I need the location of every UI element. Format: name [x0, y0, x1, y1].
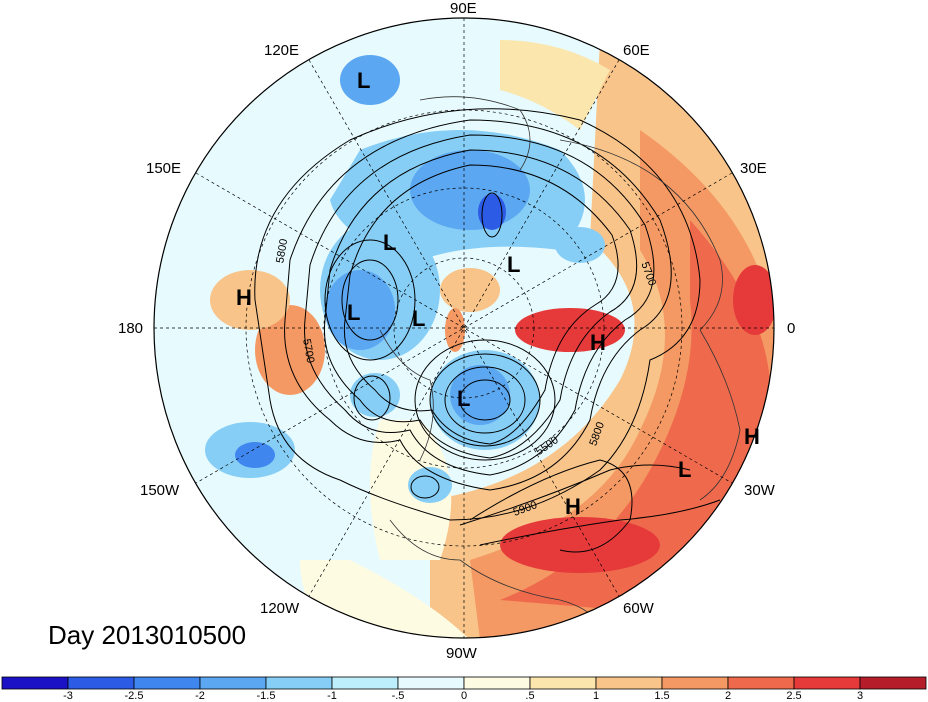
- anomaly-field: [154, 18, 774, 638]
- colorbar: [1, 676, 927, 690]
- lon-120e-label: 120E: [264, 42, 300, 59]
- colorbar-segment: [397, 676, 465, 690]
- graticule: [154, 18, 774, 638]
- colorbar-segment: [727, 676, 795, 690]
- date-label: Day 2013010500: [48, 620, 247, 650]
- colorbar-tick-label: 1: [592, 690, 600, 702]
- height-contours: [254, 108, 721, 553]
- lon-60w-label: 60W: [623, 600, 654, 617]
- lon-120w-label: 120W: [260, 600, 300, 617]
- colorbar-tick-label: 2.5: [786, 690, 802, 702]
- colorbar-segment: [463, 676, 531, 690]
- high-center-marker: H: [565, 494, 581, 519]
- colorbar-tick-label: 1.5: [654, 690, 670, 702]
- lon-150e-label: 150E: [146, 160, 182, 177]
- colorbar-tick-label: .5: [525, 690, 535, 702]
- lon-30w-label: 30W: [744, 482, 775, 499]
- colorbar-tick-label: 0: [460, 690, 468, 702]
- colorbar-segment: [265, 676, 333, 690]
- high-center-marker: H: [590, 330, 606, 355]
- lon-0-label: 0: [787, 320, 796, 337]
- colorbar-segment: [859, 676, 927, 690]
- high-center-marker: H: [744, 424, 760, 449]
- lon-150w-label: 150W: [140, 482, 180, 499]
- lon-90w-label: 90W: [446, 645, 477, 662]
- low-center-marker: L: [507, 252, 521, 277]
- colorbar-segment: [793, 676, 861, 690]
- low-center-marker: L: [383, 230, 397, 255]
- colorbar-tick-label: -3: [63, 690, 73, 702]
- lon-30e-label: 30E: [740, 160, 767, 177]
- colorbar-tick-label: -2: [195, 690, 205, 702]
- low-center-marker: L: [347, 300, 361, 325]
- lon-90e-label: 90E: [450, 0, 477, 17]
- colorbar-tick-label: -.5: [391, 690, 405, 702]
- colorbar-segment: [595, 676, 663, 690]
- colorbar-tick-label: -1.5: [256, 690, 276, 702]
- colorbar-segment: [331, 676, 399, 690]
- colorbar-segment: [1, 676, 69, 690]
- lon-60e-label: 60E: [623, 42, 650, 59]
- colorbar-tick-label: 2: [724, 690, 732, 702]
- colorbar-segment: [529, 676, 597, 690]
- low-center-marker: L: [457, 386, 471, 411]
- colorbar-segment: [133, 676, 201, 690]
- colorbar-tick-label: -1: [327, 690, 337, 702]
- low-center-marker: L: [412, 306, 426, 331]
- low-center-marker: L: [678, 457, 692, 482]
- colorbar-segment: [67, 676, 135, 690]
- lon-180-label: 180: [118, 320, 144, 337]
- colorbar-tick-label: 3: [856, 690, 864, 702]
- colorbar-tick-label: -2.5: [124, 690, 144, 702]
- colorbar-segment: [199, 676, 267, 690]
- colorbar-segment: [661, 676, 729, 690]
- high-center-marker: H: [236, 285, 252, 310]
- low-center-marker: L: [357, 68, 371, 93]
